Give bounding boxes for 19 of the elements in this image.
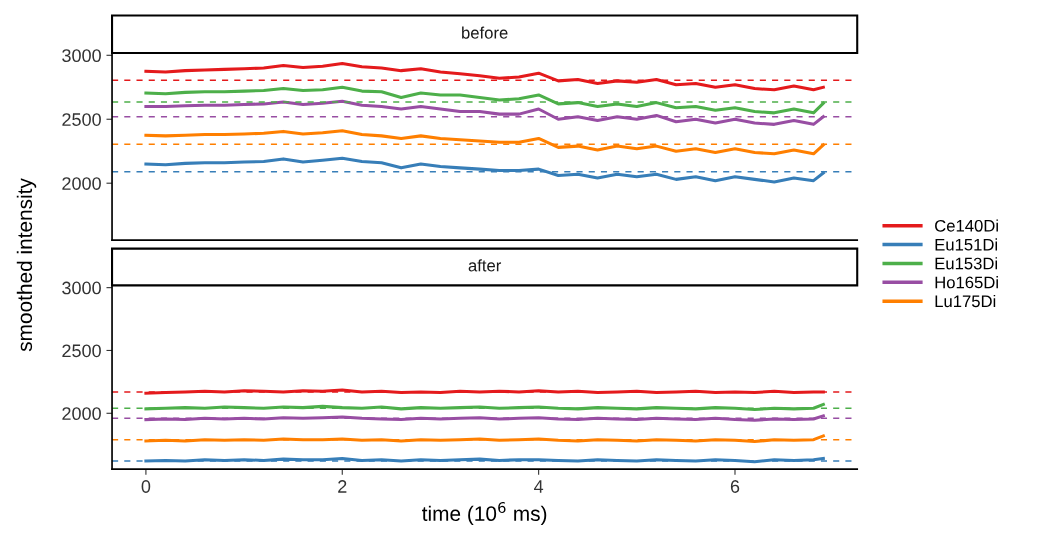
y-tick-label: 3000 <box>62 49 101 63</box>
chart-title: before <box>462 26 508 39</box>
legend-label: Ho165Di <box>935 276 998 289</box>
y-tick-label: 2000 <box>62 177 101 190</box>
x-axis-title: time (10$^{6}$ ms) <box>422 502 547 526</box>
chart-title: after <box>468 259 502 272</box>
legend-label: Ce140Di <box>935 219 998 232</box>
x-tick-label: 0 <box>141 480 151 493</box>
x-tick-label: 2 <box>338 480 347 493</box>
legend-label: Eu151Di <box>935 238 998 251</box>
y-tick-label: 2000 <box>62 407 101 421</box>
x-tick-label: 4 <box>534 480 544 493</box>
y-tick-label: 2500 <box>62 113 101 126</box>
legend-label: Lu175Di <box>935 294 996 308</box>
x-tick-label: 6 <box>730 480 740 493</box>
legend-label: Eu153Di <box>935 257 998 270</box>
y-axis-title: smoothed intensity <box>16 178 37 352</box>
y-tick-label: 2500 <box>62 344 101 358</box>
y-tick-label: 3000 <box>62 281 101 295</box>
